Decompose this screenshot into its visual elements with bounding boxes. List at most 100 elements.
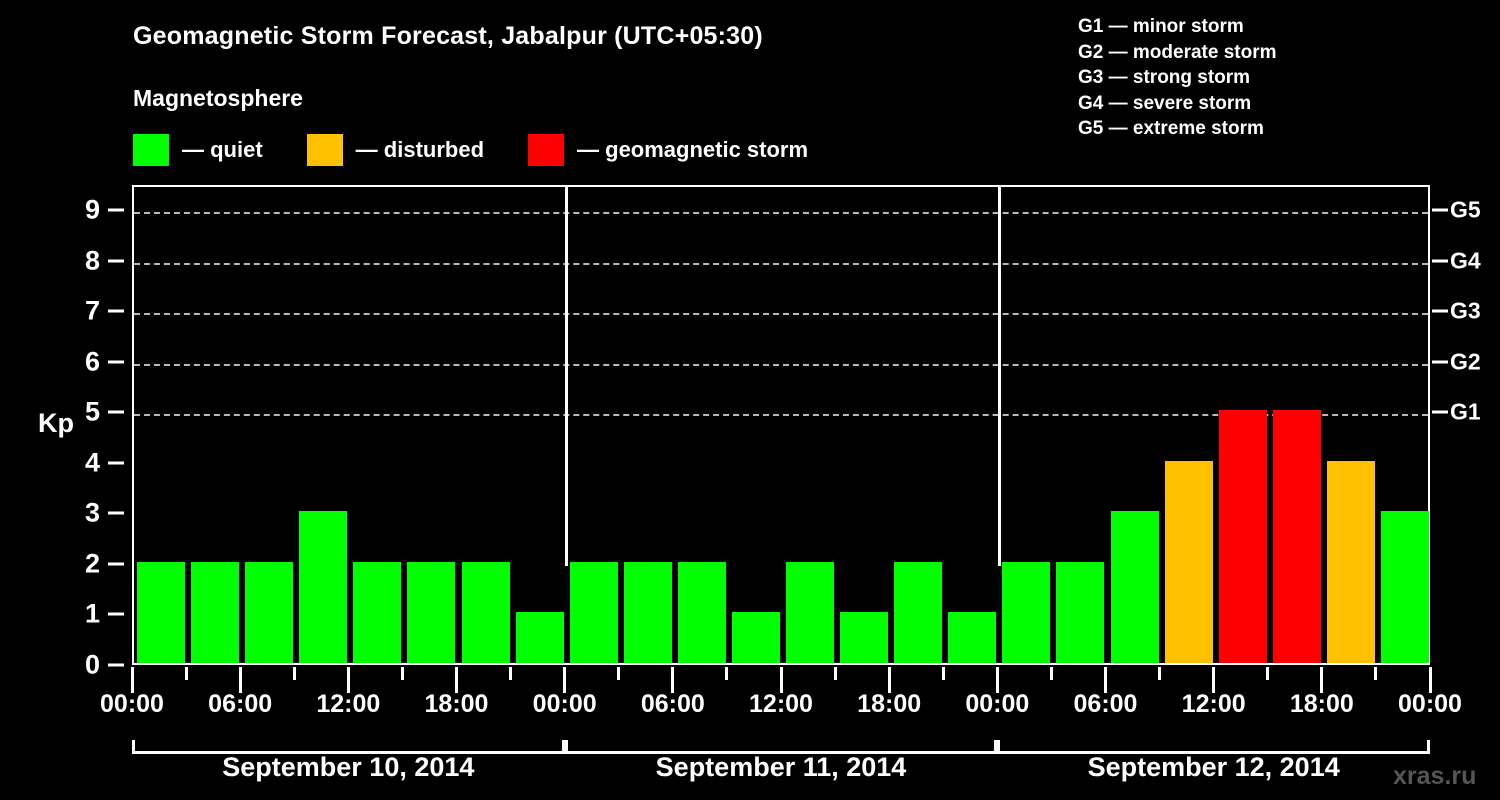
bar-12 bbox=[786, 561, 835, 663]
day-label-1: September 10, 2014 bbox=[222, 752, 475, 782]
x-tick-6 bbox=[455, 667, 458, 693]
x-label-6: 12:00 bbox=[749, 690, 813, 718]
y-tick-mark-2 bbox=[108, 562, 124, 566]
x-label-0: 00:00 bbox=[100, 690, 164, 718]
watermark: xras.ru bbox=[1393, 762, 1477, 790]
x-label-4: 00:00 bbox=[532, 690, 597, 718]
bar-7 bbox=[515, 612, 564, 663]
y-axis-label: Kp bbox=[38, 408, 74, 438]
legend: — quiet — disturbed — geomagnetic storm bbox=[133, 133, 852, 167]
x-label-7: 18:00 bbox=[857, 690, 922, 718]
legend-swatch-disturbed bbox=[306, 134, 343, 166]
x-label-9: 06:00 bbox=[1073, 690, 1138, 718]
bar-15 bbox=[948, 612, 997, 663]
storm-scale-legend: G1 — minor storm G2 — moderate storm G3 — … bbox=[1078, 14, 1277, 142]
bar-20 bbox=[1218, 410, 1267, 663]
y-tick-mark-8 bbox=[108, 259, 124, 263]
y-tick-mark-7 bbox=[108, 309, 124, 313]
x-tick-8 bbox=[563, 667, 567, 693]
bar-11 bbox=[731, 612, 780, 663]
day-separator-16 bbox=[997, 187, 1001, 566]
bar-10 bbox=[677, 561, 726, 663]
plot-area bbox=[132, 185, 1430, 665]
x-label-12: 00:00 bbox=[1398, 690, 1462, 718]
legend-item-quiet: — quiet bbox=[133, 134, 263, 166]
bar-3 bbox=[299, 511, 348, 663]
g-label-G5: G5 bbox=[1450, 196, 1481, 223]
x-tick-5 bbox=[400, 667, 404, 680]
g-label-G1: G1 bbox=[1450, 398, 1481, 425]
x-tick-19 bbox=[1158, 667, 1162, 680]
x-tick-12 bbox=[779, 667, 783, 693]
bar-9 bbox=[623, 561, 672, 663]
day-bracket-2 bbox=[564, 740, 998, 754]
storm-scale-row-4: G4 — severe storm bbox=[1078, 92, 1252, 114]
day-bracket-3 bbox=[997, 740, 1430, 754]
x-tick-24 bbox=[1428, 667, 1432, 693]
bar-5 bbox=[407, 561, 456, 663]
gridline-kp-7 bbox=[134, 313, 1428, 316]
bar-21 bbox=[1272, 410, 1321, 663]
storm-scale-row-2: G2 — moderate storm bbox=[1078, 41, 1277, 63]
bar-23 bbox=[1380, 511, 1429, 663]
legend-label-disturbed: — disturbed bbox=[355, 137, 485, 162]
x-tick-18 bbox=[1104, 667, 1107, 693]
y-tick-label-5: 5 bbox=[84, 396, 100, 427]
legend-swatch-storm bbox=[528, 134, 565, 166]
x-label-11: 18:00 bbox=[1289, 690, 1354, 718]
storm-scale-row-1: G1 — minor storm bbox=[1078, 16, 1244, 37]
x-label-5: 06:00 bbox=[640, 690, 705, 718]
legend-label-quiet: — quiet bbox=[182, 137, 263, 162]
x-tick-11 bbox=[725, 667, 729, 680]
g-tick-G3 bbox=[1432, 309, 1448, 313]
day-label-2: September 11, 2014 bbox=[655, 752, 907, 782]
g-label-G4: G4 bbox=[1450, 247, 1481, 274]
g-label-G3: G3 bbox=[1450, 297, 1481, 324]
gridline-kp-6 bbox=[134, 363, 1428, 366]
bar-4 bbox=[353, 561, 402, 663]
y-tick-mark-1 bbox=[108, 612, 124, 616]
x-tick-20 bbox=[1212, 667, 1216, 693]
x-tick-23 bbox=[1374, 667, 1378, 680]
x-axis-ticks bbox=[130, 667, 1432, 693]
g-scale-axis: G1 G2 G3 G4 G5 bbox=[1432, 185, 1500, 665]
g-tick-G5 bbox=[1432, 208, 1448, 212]
x-tick-21 bbox=[1266, 667, 1270, 680]
y-tick-mark-9 bbox=[108, 208, 124, 212]
gridline-kp-8 bbox=[134, 262, 1428, 265]
storm-scale-row-5: G5 — extreme storm bbox=[1078, 118, 1264, 139]
x-tick-7 bbox=[509, 667, 513, 680]
x-label-2: 12:00 bbox=[316, 690, 381, 718]
bar-8 bbox=[569, 561, 618, 663]
day-label-3: September 12, 2014 bbox=[1087, 752, 1340, 782]
x-tick-22 bbox=[1320, 667, 1324, 693]
x-tick-1 bbox=[184, 667, 188, 680]
gridline-kp-9 bbox=[134, 212, 1428, 215]
x-label-10: 12:00 bbox=[1181, 690, 1246, 718]
y-tick-label-0: 0 bbox=[84, 649, 100, 680]
y-tick-label-7: 7 bbox=[84, 295, 100, 326]
bar-16 bbox=[1002, 561, 1051, 663]
y-tick-mark-5 bbox=[108, 410, 124, 414]
x-tick-3 bbox=[292, 667, 296, 680]
x-tick-14 bbox=[887, 667, 891, 693]
x-tick-9 bbox=[617, 667, 621, 680]
bar-2 bbox=[245, 561, 294, 663]
g-label-G2: G2 bbox=[1450, 348, 1481, 375]
x-tick-16 bbox=[995, 667, 999, 693]
bar-1 bbox=[191, 561, 240, 663]
g-tick-G1 bbox=[1432, 410, 1448, 414]
y-tick-mark-4 bbox=[108, 461, 124, 465]
x-label-3: 18:00 bbox=[424, 690, 489, 718]
x-tick-15 bbox=[941, 667, 945, 680]
bar-0 bbox=[137, 561, 186, 663]
x-tick-0 bbox=[130, 667, 134, 693]
y-tick-label-3: 3 bbox=[84, 497, 100, 528]
chart-title: Geomagnetic Storm Forecast, Jabalpur (UT… bbox=[133, 22, 763, 50]
y-tick-label-4: 4 bbox=[84, 447, 100, 478]
legend-item-disturbed: — disturbed bbox=[306, 134, 485, 166]
y-tick-label-9: 9 bbox=[84, 194, 100, 225]
bar-6 bbox=[461, 561, 510, 663]
day-bracket-1 bbox=[132, 740, 565, 754]
bar-series bbox=[134, 187, 1429, 663]
